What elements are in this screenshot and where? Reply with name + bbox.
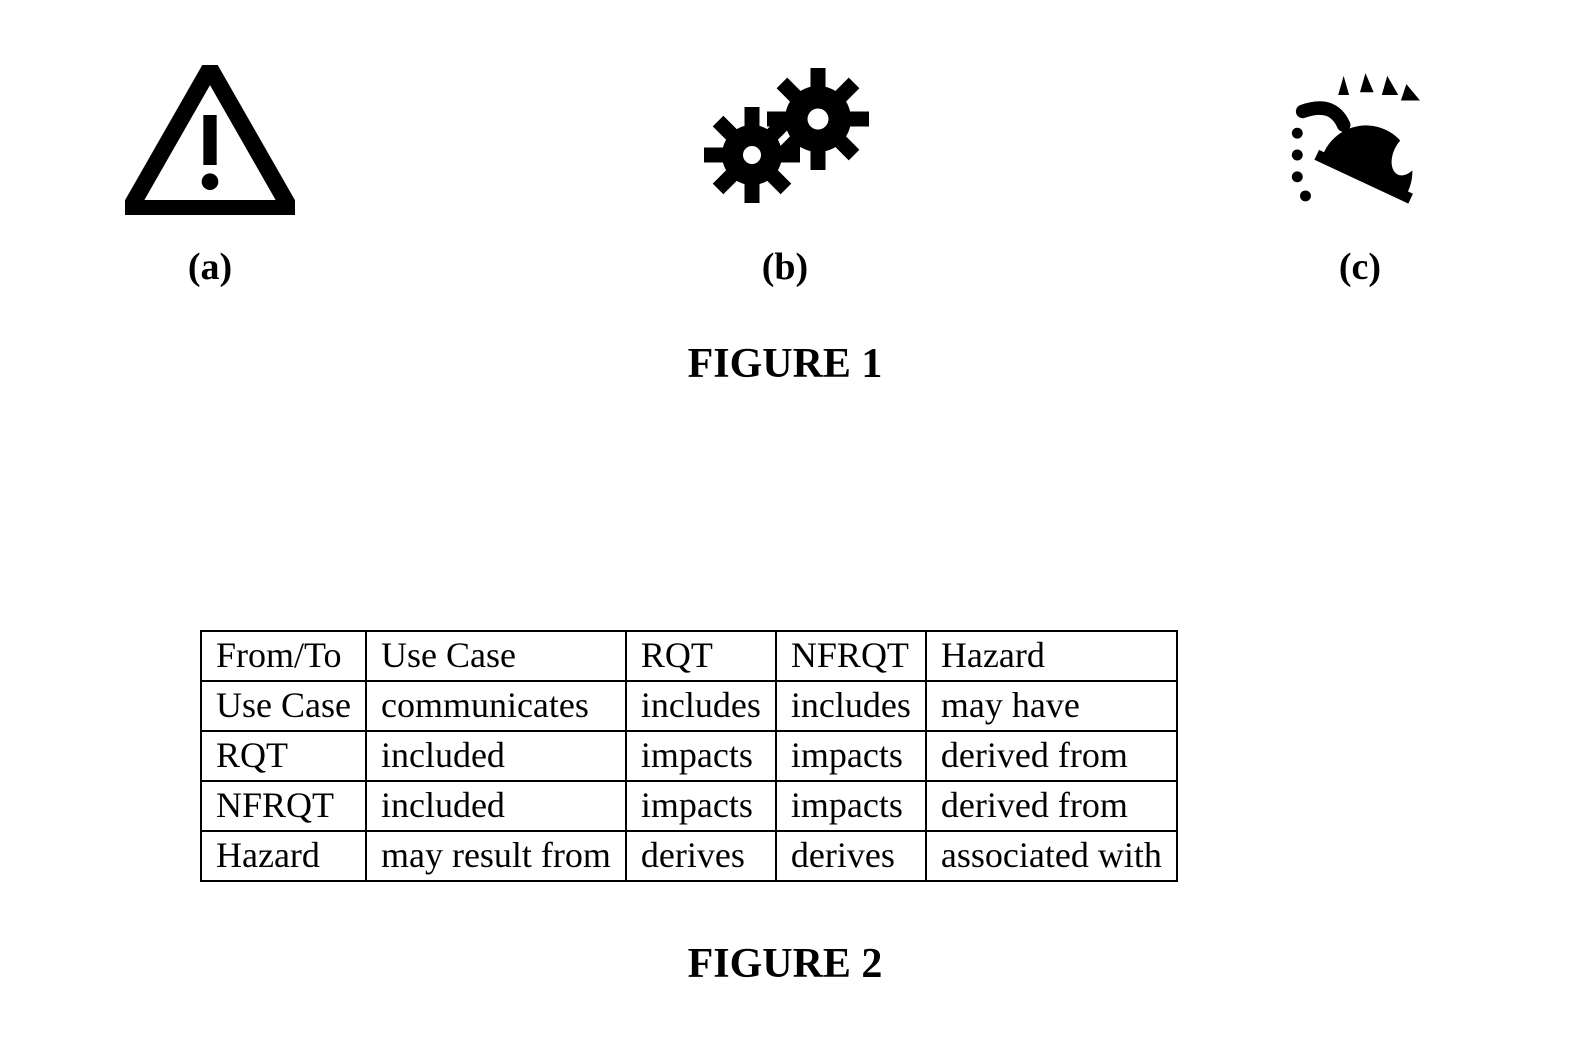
table-row: NFRQT included impacts impacts derived f… [201,781,1177,831]
figure1-icon-c [1250,65,1470,215]
figure1-label-a: (a) [100,245,320,289]
table-cell: Hazard [201,831,366,881]
table-cell: may result from [366,831,626,881]
table-cell: included [366,781,626,831]
figure1-label-c: (c) [1250,245,1470,289]
figure2-caption: FIGURE 2 [0,940,1570,988]
alarm-bell-icon [1260,65,1460,215]
table-cell: RQT [201,731,366,781]
figure1-icon-row [100,55,1470,225]
table-cell: associated with [926,831,1177,881]
figure2-table: From/To Use Case RQT NFRQT Hazard Use Ca… [200,630,1178,882]
figure1-caption: FIGURE 1 [0,340,1570,388]
table-cell: includes [776,681,926,731]
figure1-label-b: (b) [675,245,895,289]
table-cell: impacts [776,781,926,831]
warning-triangle-icon [125,65,295,215]
table-cell: includes [626,681,776,731]
table-row: From/To Use Case RQT NFRQT Hazard [201,631,1177,681]
table-row: Use Case communicates includes includes … [201,681,1177,731]
table-cell: NFRQT [201,781,366,831]
table-cell: impacts [626,781,776,831]
table-cell: impacts [626,731,776,781]
table-cell: Hazard [926,631,1177,681]
gears-icon [675,65,895,215]
table-cell: NFRQT [776,631,926,681]
table-cell: RQT [626,631,776,681]
figure1-labels-row: (a) (b) (c) [100,245,1470,289]
table-cell: Use Case [201,681,366,731]
table-cell: derives [626,831,776,881]
figure1-icon-b [675,65,895,215]
page: (a) (b) (c) FIGURE 1 From/To Use Case RQ… [0,0,1570,1064]
table-row: Hazard may result from derives derives a… [201,831,1177,881]
figure1-icon-a [100,65,320,215]
table-cell: derived from [926,731,1177,781]
table-cell: derives [776,831,926,881]
table-cell: may have [926,681,1177,731]
figure2-table-wrap: From/To Use Case RQT NFRQT Hazard Use Ca… [200,630,1370,882]
table-cell: From/To [201,631,366,681]
table-cell: communicates [366,681,626,731]
table-cell: impacts [776,731,926,781]
table-cell: Use Case [366,631,626,681]
table-row: RQT included impacts impacts derived fro… [201,731,1177,781]
table-cell: included [366,731,626,781]
table-cell: derived from [926,781,1177,831]
